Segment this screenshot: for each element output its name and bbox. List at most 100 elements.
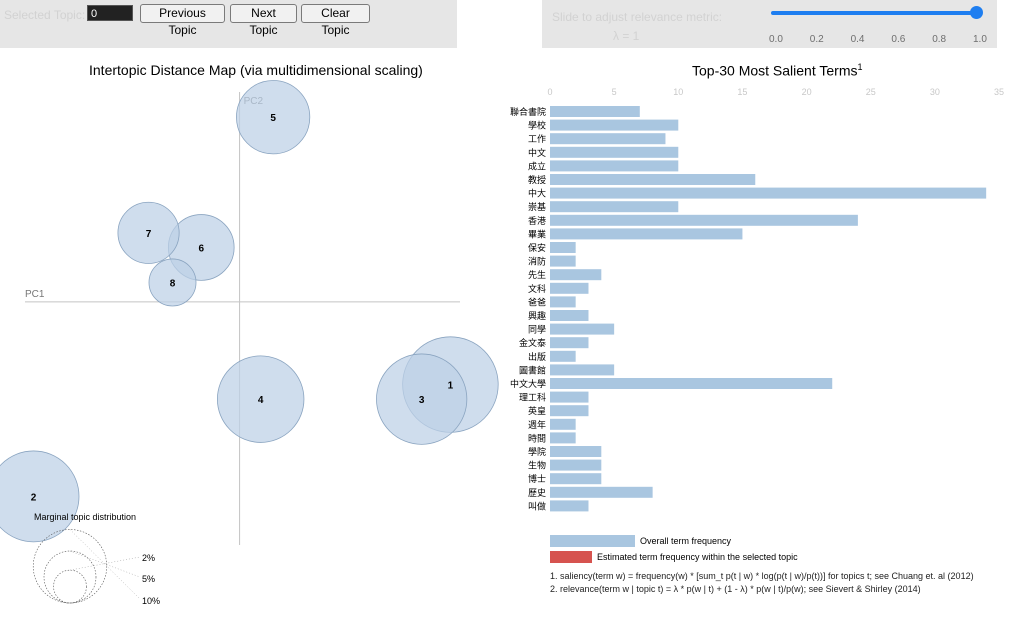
term-bar <box>550 432 576 444</box>
term-label: 消防 <box>528 256 546 268</box>
term-bar <box>550 364 615 376</box>
lambda-label: λ = 1 <box>613 29 640 43</box>
term-bar <box>550 187 987 199</box>
x-tick-label: 10 <box>673 87 683 97</box>
term-bar <box>550 500 589 512</box>
term-bar <box>550 282 589 294</box>
term-label: 叫做 <box>528 500 546 512</box>
term-bar <box>550 418 576 430</box>
term-label: 英皇 <box>528 405 546 417</box>
topic-bubble-3 <box>376 353 468 445</box>
topic-number-input[interactable]: 0 <box>87 5 133 21</box>
term-label: 聯合書院 <box>510 106 546 118</box>
term-bar <box>550 296 576 308</box>
term-bar <box>550 106 640 117</box>
term-bar <box>550 391 589 403</box>
topic-bubble-4 <box>216 355 305 443</box>
topic-label-4: 4 <box>258 395 264 406</box>
topic-label-1: 1 <box>448 381 454 392</box>
term-label: 圖書館 <box>519 364 546 376</box>
topic-label-2: 2 <box>31 492 37 503</box>
slider-tick-label: 0.0 <box>769 34 783 45</box>
term-bar <box>550 486 653 498</box>
slider-tick-label: 0.4 <box>850 34 865 45</box>
term-label: 工作 <box>528 133 546 145</box>
term-label: 興趣 <box>528 310 546 322</box>
term-label: 中文大學 <box>510 378 546 390</box>
term-bar <box>550 133 666 145</box>
term-label: 畢業 <box>528 228 546 240</box>
term-label: 出版 <box>528 351 546 363</box>
topic-label-3: 3 <box>419 395 425 406</box>
slider-tick-label: 0.2 <box>809 34 824 45</box>
legend-swatch-selected <box>550 551 592 563</box>
term-bar <box>550 446 602 457</box>
slider-tick-label: 1.0 <box>973 34 987 45</box>
legend-swatch-overall <box>550 535 635 547</box>
term-label: 生物 <box>528 460 546 472</box>
term-bar <box>550 473 602 485</box>
term-bar <box>550 174 756 185</box>
clear-topic-button[interactable]: Clear Topic <box>301 4 370 37</box>
next-topic-button[interactable]: Next Topic <box>230 4 297 37</box>
x-tick-label: 0 <box>547 87 552 97</box>
term-bar <box>550 405 589 417</box>
term-bar <box>550 459 602 471</box>
relevance-slider-track[interactable] <box>771 11 978 15</box>
marginal-legend-label: 2% <box>142 553 155 563</box>
marginal-legend-label: 10% <box>142 596 160 606</box>
selected-topic-label: Selected Topic: <box>4 8 86 22</box>
term-label: 文科 <box>528 283 546 295</box>
term-bar <box>550 160 679 172</box>
term-bar <box>550 378 833 389</box>
term-label: 中文 <box>528 147 546 159</box>
relevance-control-panel <box>542 0 997 48</box>
topic-bubble-5 <box>236 80 311 155</box>
term-label: 週年 <box>528 419 546 431</box>
term-label: 香港 <box>528 215 546 227</box>
term-bar <box>550 269 602 281</box>
term-label: 崇基 <box>528 201 546 213</box>
legend-label-selected: Estimated term frequency within the sele… <box>597 552 798 562</box>
slider-tick-label: 0.6 <box>891 34 906 45</box>
topic-bubble-2 <box>0 450 80 543</box>
term-label: 學校 <box>528 120 546 132</box>
x-tick-label: 30 <box>930 87 940 97</box>
marginal-legend-circle <box>43 550 97 604</box>
topic-label-8: 8 <box>170 278 176 289</box>
relevance-slider-handle[interactable] <box>970 6 983 19</box>
term-bar <box>550 337 589 349</box>
topic-control-panel <box>0 0 457 48</box>
previous-topic-button[interactable]: Previous Topic <box>140 4 225 37</box>
slider-tick-label: 0.8 <box>932 34 947 45</box>
topic-label-7: 7 <box>146 229 152 240</box>
term-bar <box>550 119 679 131</box>
relevance-label: Slide to adjust relevance metric: <box>552 10 723 24</box>
term-label: 博士 <box>528 473 546 485</box>
term-label: 歷史 <box>528 487 546 499</box>
term-label: 中大 <box>528 188 546 200</box>
term-bar <box>550 228 743 240</box>
marginal-legend-leader <box>69 550 141 578</box>
marginal-legend-circle <box>53 569 87 604</box>
footnote-saliency: 1. saliency(term w) = frequency(w) * [su… <box>550 571 974 581</box>
marginal-legend-label: 5% <box>142 574 155 584</box>
term-label: 同學 <box>528 324 546 336</box>
x-tick-label: 15 <box>737 87 747 97</box>
marginal-legend-title: Marginal topic distribution <box>34 512 136 522</box>
terms-title: Top-30 Most Salient Terms1 <box>692 62 863 79</box>
term-label: 金文泰 <box>519 337 546 349</box>
term-label: 爸爸 <box>528 296 546 308</box>
term-bar <box>550 146 679 158</box>
topic-label-5: 5 <box>270 113 276 124</box>
map-title: Intertopic Distance Map (via multidimens… <box>89 62 423 78</box>
term-bar <box>550 323 615 335</box>
term-bar <box>550 310 589 321</box>
x-tick-label: 20 <box>802 87 812 97</box>
term-bar <box>550 242 576 253</box>
term-label: 學院 <box>528 446 546 458</box>
topic-bubble-8 <box>148 258 197 307</box>
term-label: 保安 <box>528 242 546 254</box>
